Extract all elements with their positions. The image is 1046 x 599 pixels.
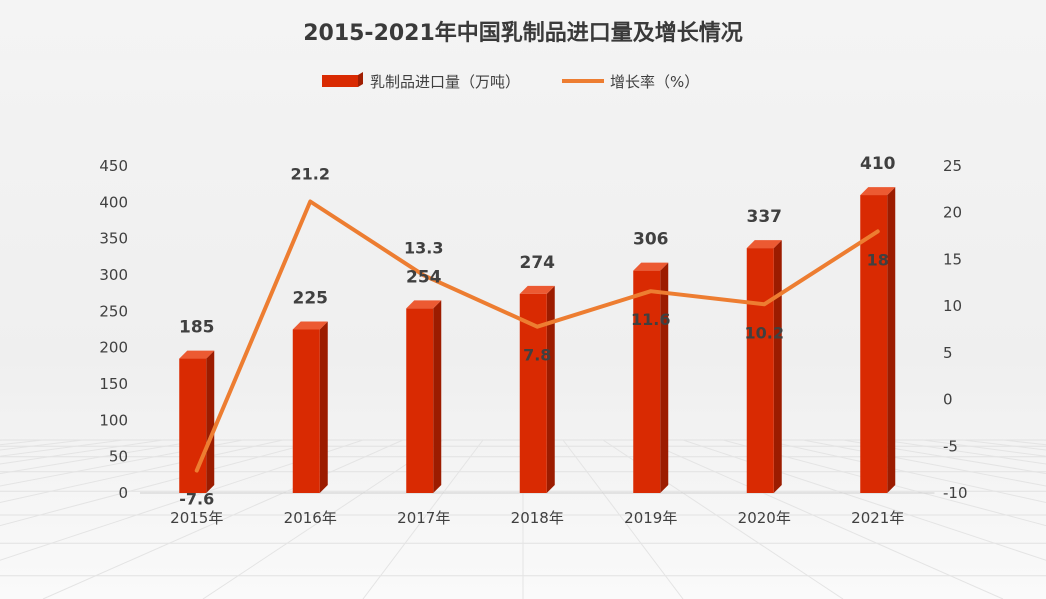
bar-top xyxy=(633,262,669,271)
y-right-tick-label: 5 xyxy=(943,344,953,362)
bar xyxy=(179,350,215,493)
bar-value-label: 254 xyxy=(406,267,442,287)
y-right-tick-label: 15 xyxy=(943,250,962,268)
y-left-tick-label: 250 xyxy=(99,302,128,320)
floor-line xyxy=(842,439,1046,475)
floor-line xyxy=(0,439,324,527)
line-value-label: 10.2 xyxy=(745,323,784,342)
bar-value-label: 410 xyxy=(860,154,896,174)
floor-line xyxy=(362,439,484,599)
line-value-label: 21.2 xyxy=(291,165,330,184)
x-tick-label: 2019年 xyxy=(624,509,677,527)
bar-side xyxy=(887,187,896,494)
floor-line xyxy=(202,439,444,599)
floor-line xyxy=(562,439,684,599)
bar-top xyxy=(519,285,555,294)
legend-item-line: 增长率（%） xyxy=(562,73,699,91)
floor-line xyxy=(802,439,1046,487)
legend-item-bar: 乳制品进口量（万吨） xyxy=(322,72,520,91)
bar xyxy=(633,262,669,493)
x-axis: 2015年 2016年 2017年 2018年 2019年 2020年 2021年 xyxy=(140,492,935,527)
bar xyxy=(519,285,555,493)
bar-side xyxy=(206,350,215,493)
bar-top xyxy=(292,321,328,330)
y-right-tick-label: 20 xyxy=(943,204,962,222)
bar-value-label: 337 xyxy=(747,207,783,227)
x-tick-label: 2018年 xyxy=(511,509,564,527)
legend-label-bar: 乳制品进口量（万吨） xyxy=(370,73,520,91)
bar-front xyxy=(292,329,320,493)
y-left-tick-label: 200 xyxy=(99,339,128,357)
chart-title: 2015-2021年中国乳制品进口量及增长情况 xyxy=(303,20,743,46)
floor-line xyxy=(0,439,204,475)
floor-line xyxy=(0,439,364,561)
y-left-tick-label: 50 xyxy=(109,448,128,466)
line-value-label: 11.6 xyxy=(631,310,670,329)
line-value-label: 7.8 xyxy=(523,346,551,365)
bar-top xyxy=(746,240,782,249)
bar-top xyxy=(860,187,896,196)
data-labels: 185 225 254 274 306 337 410 -7.6 21.2 13.3 7.8 11.6… xyxy=(179,154,896,509)
bar-side xyxy=(660,262,669,493)
y-right-tick-label: -5 xyxy=(943,437,958,455)
floor-line xyxy=(0,439,284,504)
y-right-tick-label: -10 xyxy=(943,484,968,502)
legend-bar-swatch xyxy=(322,75,358,87)
line-value-label: 18 xyxy=(867,250,889,269)
bar xyxy=(860,187,896,494)
floor-line xyxy=(722,439,1046,527)
line-series xyxy=(194,199,880,473)
bar xyxy=(406,300,442,493)
legend-label-line: 增长率（%） xyxy=(610,73,699,91)
bar xyxy=(292,321,328,493)
bar-top xyxy=(406,300,442,309)
growth-line xyxy=(194,199,880,473)
line-value-label: -7.6 xyxy=(179,490,214,509)
bar-side xyxy=(433,300,442,493)
y-left-tick-label: 300 xyxy=(99,266,128,284)
bar-front xyxy=(179,358,207,493)
x-tick-label: 2020年 xyxy=(738,509,791,527)
bar-side xyxy=(319,321,328,493)
bar-value-label: 225 xyxy=(293,289,329,309)
bar xyxy=(746,240,782,493)
floor-line xyxy=(0,439,244,487)
y-axis-right: -10 -5 0 5 10 15 20 25 xyxy=(943,157,968,502)
y-left-tick-label: 400 xyxy=(99,193,128,211)
bar-front xyxy=(860,195,888,494)
x-tick-label: 2016年 xyxy=(284,509,337,527)
bar-value-label: 185 xyxy=(179,318,215,338)
bar-side xyxy=(546,285,555,493)
bar-front xyxy=(746,248,774,493)
bar-top xyxy=(179,350,215,359)
floor-line xyxy=(642,439,1004,599)
y-axis-left: 0 50 100 150 200 250 300 350 400 450 xyxy=(99,157,128,502)
bar-series xyxy=(179,187,896,494)
y-left-tick-label: 100 xyxy=(99,411,128,429)
x-tick-label: 2015年 xyxy=(170,509,223,527)
y-left-tick-label: 0 xyxy=(118,484,128,502)
bar-value-label: 274 xyxy=(520,253,556,273)
legend: 乳制品进口量（万吨） 增长率（%） xyxy=(322,72,699,91)
y-left-tick-label: 450 xyxy=(99,157,128,175)
x-tick-label: 2021年 xyxy=(851,509,904,527)
y-right-tick-label: 10 xyxy=(943,297,962,315)
bar-front xyxy=(633,270,661,493)
bar-side xyxy=(773,240,782,493)
bar-value-label: 306 xyxy=(633,230,669,250)
y-left-tick-label: 150 xyxy=(99,375,128,393)
floor-line xyxy=(42,439,404,599)
bar-front xyxy=(406,308,434,493)
y-right-tick-label: 0 xyxy=(943,391,953,409)
x-tick-label: 2017年 xyxy=(397,509,450,527)
y-left-tick-label: 350 xyxy=(99,230,128,248)
line-value-label: 13.3 xyxy=(404,238,443,257)
y-right-tick-label: 25 xyxy=(943,157,962,175)
